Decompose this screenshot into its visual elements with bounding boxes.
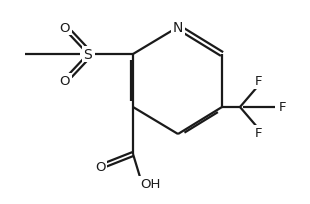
Text: N: N — [173, 21, 183, 35]
Text: F: F — [254, 75, 262, 88]
Text: O: O — [95, 161, 105, 174]
Text: OH: OH — [140, 178, 160, 191]
Text: O: O — [60, 75, 70, 88]
Text: F: F — [279, 101, 287, 114]
Text: F: F — [254, 127, 262, 140]
Text: O: O — [60, 21, 70, 34]
Text: S: S — [84, 48, 92, 62]
